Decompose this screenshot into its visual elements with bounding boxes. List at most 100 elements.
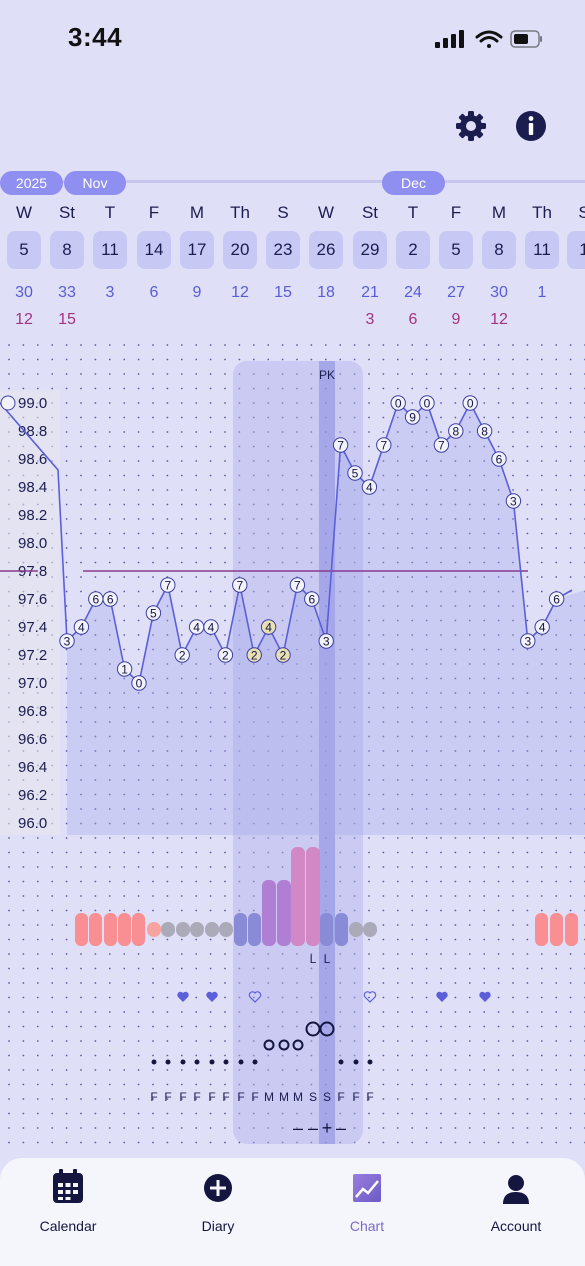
mucus-bar[interactable] <box>320 913 333 946</box>
nav-calendar[interactable]: Calendar <box>8 1166 128 1234</box>
settings-gear-icon[interactable] <box>453 108 489 144</box>
temperature-point[interactable] <box>520 633 536 649</box>
nav-chart[interactable]: Chart <box>307 1166 427 1234</box>
temperature-point[interactable] <box>289 577 306 593</box>
temperature-point[interactable] <box>376 437 392 453</box>
y-tick-label: 98.4 <box>18 479 47 496</box>
temperature-point[interactable] <box>419 395 435 411</box>
bleeding-bar[interactable] <box>75 913 88 946</box>
heart-icon[interactable] <box>206 991 218 1002</box>
temperature-point[interactable] <box>131 675 147 691</box>
heart-icon[interactable] <box>177 991 189 1002</box>
temperature-point[interactable] <box>217 647 234 663</box>
cervix-circle-icon[interactable] <box>263 1039 275 1051</box>
mucus-bar[interactable] <box>335 913 348 946</box>
info-icon[interactable] <box>513 108 549 144</box>
temperature-point[interactable] <box>102 591 118 607</box>
nav-account[interactable]: Account <box>456 1166 576 1234</box>
date-cell[interactable]: 26 <box>309 231 343 269</box>
bleeding-bar[interactable] <box>550 913 563 946</box>
date-cell[interactable]: 11 <box>93 231 127 269</box>
temperature-point[interactable] <box>433 437 450 453</box>
heart-outline-icon[interactable] <box>363 991 377 1003</box>
temperature-point[interactable] <box>491 451 507 467</box>
date-cell[interactable]: 2 <box>396 231 430 269</box>
dry-bar[interactable] <box>363 922 377 937</box>
bleeding-bar[interactable] <box>89 913 102 946</box>
date-cell[interactable]: 5 <box>439 231 473 269</box>
dry-bar[interactable] <box>205 922 219 937</box>
temperature-point[interactable] <box>548 591 565 607</box>
nav-diary[interactable]: Diary <box>158 1166 278 1234</box>
temperature-point[interactable] <box>505 493 522 509</box>
dry-bar[interactable] <box>349 922 363 937</box>
temperature-point[interactable] <box>174 647 190 663</box>
heart-outline-icon[interactable] <box>248 991 262 1003</box>
dry-bar[interactable] <box>176 922 190 937</box>
temperature-point[interactable] <box>260 619 277 635</box>
date-cell[interactable]: 8 <box>482 231 516 269</box>
temperature-point[interactable] <box>116 661 133 677</box>
bleeding-bar[interactable] <box>565 913 578 946</box>
heart-icon[interactable] <box>479 991 491 1002</box>
temperature-point[interactable] <box>448 423 464 439</box>
bleeding-bar[interactable] <box>118 913 131 946</box>
date-cell[interactable]: 8 <box>50 231 84 269</box>
temperature-point[interactable] <box>145 605 162 621</box>
date-cell[interactable]: 14 <box>137 231 171 269</box>
bleeding-bar[interactable] <box>104 913 117 946</box>
mucus-bar[interactable] <box>234 913 247 946</box>
cycle-day: 30 <box>15 284 33 301</box>
temperature-point[interactable] <box>275 647 291 663</box>
temperature-point[interactable] <box>318 633 334 649</box>
date-cell[interactable]: 29 <box>353 231 387 269</box>
mucus-bar[interactable] <box>248 913 261 946</box>
dry-bar[interactable] <box>190 922 204 937</box>
date-cell[interactable]: 23 <box>266 231 300 269</box>
date-cell[interactable]: 5 <box>7 231 41 269</box>
temperature-point[interactable] <box>0 395 16 411</box>
dry-bar[interactable] <box>219 922 233 937</box>
temperature-point[interactable] <box>462 395 478 411</box>
cervix-circle-icon[interactable] <box>278 1039 290 1051</box>
bleeding-bar[interactable] <box>132 913 145 946</box>
temperature-point[interactable] <box>304 591 320 607</box>
cycle-day: 24 <box>404 284 422 301</box>
date-cell[interactable]: 1 <box>567 231 585 269</box>
fluid-mark: F <box>237 1090 244 1104</box>
mucus-bar[interactable] <box>277 880 291 946</box>
bbt-chart[interactable]: PK 99.098.898.698.498.298.097.897.697.49… <box>0 0 585 1160</box>
mucus-bar[interactable] <box>262 880 276 946</box>
cervix-circle-icon[interactable] <box>319 1021 335 1037</box>
spotting-bar[interactable] <box>147 922 161 937</box>
temperature-point[interactable] <box>476 423 493 439</box>
dry-bar[interactable] <box>161 922 175 937</box>
temperature-point[interactable] <box>246 647 262 663</box>
temperature-point[interactable] <box>534 619 550 635</box>
temperature-point[interactable] <box>404 409 421 425</box>
temperature-point[interactable] <box>361 479 378 495</box>
date-cell[interactable]: 17 <box>180 231 214 269</box>
temperature-point[interactable] <box>203 619 219 635</box>
month-pill-nov[interactable]: Nov <box>64 171 126 195</box>
temperature-point[interactable] <box>332 437 349 453</box>
temperature-point[interactable] <box>160 577 176 593</box>
temperature-point[interactable] <box>390 395 406 411</box>
month-pill-dec[interactable]: Dec <box>382 171 445 195</box>
date-cell[interactable]: 20 <box>223 231 257 269</box>
mucus-bar[interactable] <box>291 847 305 946</box>
temperature-point[interactable] <box>73 619 90 635</box>
bleeding-bar[interactable] <box>535 913 548 946</box>
cervix-circle-icon[interactable] <box>292 1039 304 1051</box>
nav-label-active: Chart <box>349 1218 385 1234</box>
post-ovulation-day: 12 <box>490 311 508 328</box>
heart-icon[interactable] <box>436 991 448 1002</box>
year-pill[interactable]: 2025 <box>0 171 63 195</box>
weekday-label: M <box>491 203 507 222</box>
mucus-bar[interactable] <box>306 847 320 946</box>
date-cell[interactable]: 11 <box>525 231 559 269</box>
cycle-day: 27 <box>447 284 465 301</box>
temperature-point[interactable] <box>347 465 363 481</box>
temperature-point[interactable] <box>232 577 248 593</box>
temperature-point[interactable] <box>59 633 75 649</box>
